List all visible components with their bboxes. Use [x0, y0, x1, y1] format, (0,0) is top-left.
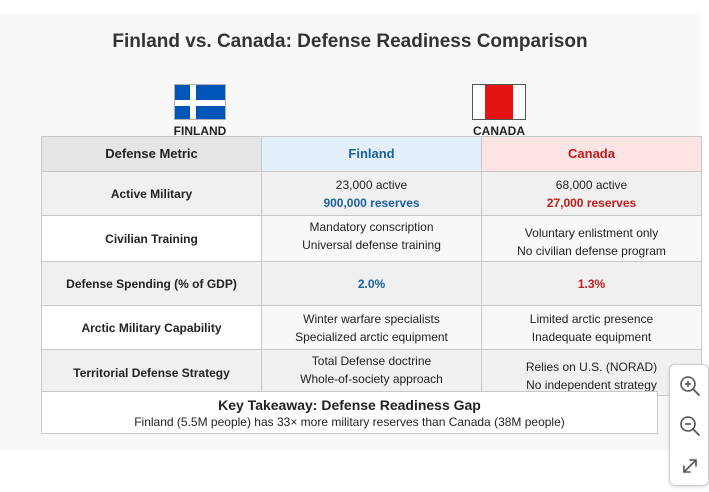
finland-value: Whole-of-society approach — [300, 372, 443, 386]
finland-value: Mandatory conscription — [309, 220, 434, 234]
zoom-in-button[interactable] — [676, 372, 704, 400]
canada-cell: Limited arctic presence Inadequate equip… — [481, 305, 702, 350]
finland-cell: Winter warfare specialists Specialized a… — [261, 305, 482, 350]
takeaway-text: Finland (5.5M people) has 33× more milit… — [134, 415, 565, 429]
expand-icon — [683, 459, 697, 473]
finland-cell: Total Defense doctrine Whole-of-society … — [261, 349, 482, 396]
canada-value: Limited arctic presence — [529, 311, 654, 326]
table-row: Defense Spending (% of GDP) 2.0% 1.3% — [41, 261, 702, 306]
metric-cell: Territorial Defense Strategy — [41, 349, 262, 396]
finland-value: Specialized arctic equipment — [295, 329, 448, 344]
finland-flag-icon — [174, 84, 226, 120]
canada-cell: Voluntary enlistment only No civilian de… — [481, 215, 702, 262]
zoom-in-icon — [680, 376, 700, 396]
finland-cell: 2.0% — [261, 261, 482, 306]
canada-value: 68,000 active — [555, 177, 628, 192]
finland-value-emphasis: 900,000 reserves — [323, 195, 420, 210]
page-title: Finland vs. Canada: Defense Readiness Co… — [112, 31, 588, 52]
zoom-out-button[interactable] — [676, 412, 704, 440]
canada-cell: 68,000 active 27,000 reserves — [481, 171, 702, 216]
finland-value: 23,000 active — [335, 177, 408, 192]
metric-cell: Civilian Training — [41, 215, 262, 262]
canada-value-emphasis: 27,000 reserves — [546, 195, 637, 210]
header-metric: Defense Metric — [41, 136, 262, 172]
comparison-table: Defense Metric Finland Canada Active Mil… — [41, 136, 702, 396]
table-row: Territorial Defense Strategy Total Defen… — [41, 349, 702, 396]
table-header-row: Defense Metric Finland Canada — [41, 136, 702, 172]
zoom-out-icon — [680, 416, 700, 436]
header-finland: Finland — [261, 136, 482, 172]
table-row: Arctic Military Capability Winter warfar… — [41, 305, 702, 350]
metric-cell: Active Military — [41, 171, 262, 216]
table-row: Active Military 23,000 active 900,000 re… — [41, 171, 702, 216]
takeaway-title: Key Takeaway: Defense Readiness Gap — [218, 397, 481, 413]
metric-cell: Arctic Military Capability — [41, 305, 262, 350]
table-row: Civilian Training Mandatory conscription… — [41, 215, 702, 262]
header-canada: Canada — [481, 136, 702, 172]
zoom-controls — [669, 364, 709, 486]
finland-cell: 23,000 active 900,000 reserves — [261, 171, 482, 216]
canada-value: Voluntary enlistment only — [524, 226, 659, 240]
canada-value: No independent strategy — [526, 378, 657, 392]
canada-cell: 1.3% — [481, 261, 702, 306]
key-takeaway-box: Key Takeaway: Defense Readiness Gap Finl… — [41, 391, 658, 434]
canada-label: CANADA — [473, 124, 525, 138]
expand-button[interactable] — [676, 452, 704, 480]
finland-value: Total Defense doctrine — [311, 354, 432, 368]
finland-cell: Mandatory conscription Universal defense… — [261, 215, 482, 262]
finland-label: FINLAND — [173, 124, 227, 138]
canada-value: Inadequate equipment — [531, 329, 652, 344]
canada-value: No civilian defense program — [517, 244, 666, 258]
finland-value: Winter warfare specialists — [303, 311, 440, 326]
canada-value: Relies on U.S. (NORAD) — [525, 360, 658, 374]
canada-flag-icon — [472, 84, 526, 120]
finland-value: Universal defense training — [302, 238, 441, 252]
metric-cell: Defense Spending (% of GDP) — [41, 261, 262, 306]
